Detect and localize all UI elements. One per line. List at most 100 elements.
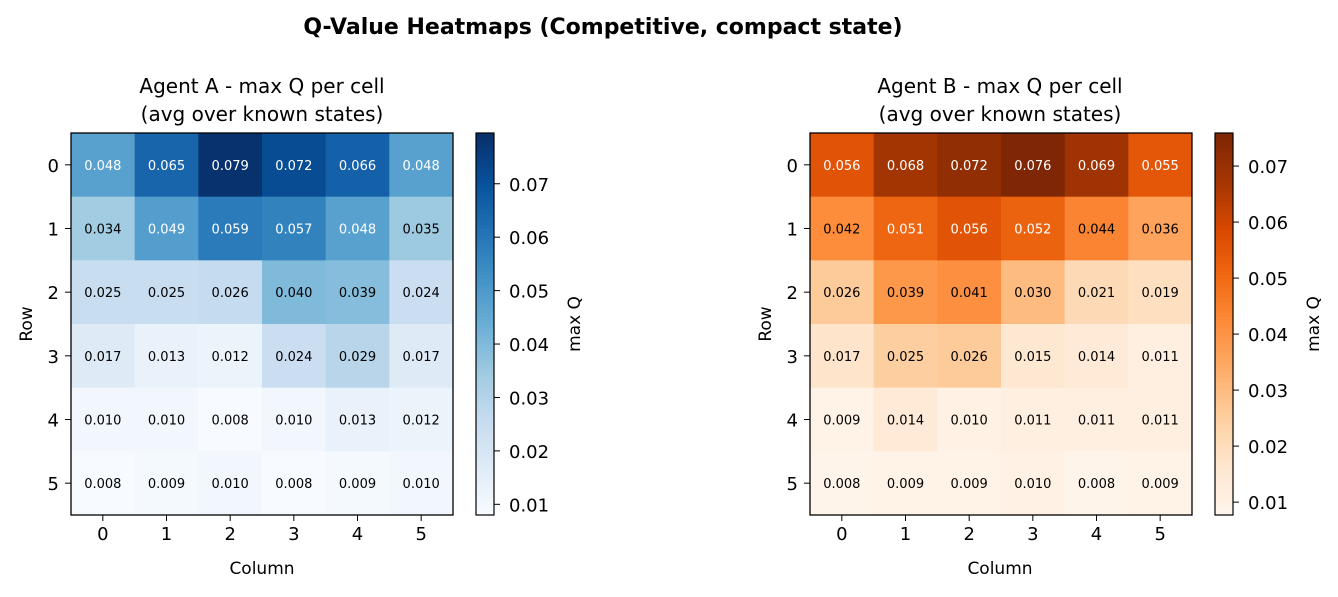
colorbar-segment [1215,369,1233,375]
heatmap-cell [389,133,454,198]
colorbar-tick-label: 0.04 [1248,325,1288,346]
colorbar-segment [476,346,494,352]
colorbar-segment [1215,411,1233,417]
cell-value-label: 0.013 [148,350,185,365]
heatmap-cell [71,196,136,261]
colorbar-tick-label: 0.04 [509,335,549,356]
colorbar-frame [1214,132,1234,516]
colorbar-segment [476,476,494,482]
heatmap-cell [325,260,390,325]
heatmap-cell [937,133,1002,198]
y-tick-label: 4 [48,411,59,432]
colorbar-segment [476,434,494,440]
colorbar-segment [476,392,494,398]
chart-title-line2: (avg over known states) [879,102,1122,126]
cell-value-label: 0.079 [212,159,249,174]
colorbar-segment [476,415,494,421]
cell-value-label: 0.048 [84,159,121,174]
colorbar-segment [1215,243,1233,249]
colorbar-segment [1215,400,1233,405]
chart-title-line1: Agent B - max Q per cell [877,74,1122,98]
colorbar-segment [476,182,494,188]
colorbar-segment [1215,495,1233,501]
colorbar-segment [1215,236,1233,241]
colorbar-segment [476,450,494,455]
colorbar-segment [476,396,494,401]
cell-value-label: 0.042 [823,223,860,238]
cell-value-label: 0.009 [887,477,924,492]
colorbar-segment [1215,190,1233,195]
cell-value-label: 0.057 [275,223,312,238]
colorbar-segment [1215,503,1233,508]
heatmap-cell [262,451,327,516]
colorbar-segment [1215,476,1233,482]
cell-value-label: 0.024 [403,286,440,301]
heatmap-cell [389,451,454,516]
colorbar-segment [1215,217,1233,222]
colorbar-segment [1215,346,1233,352]
x-tick-label: 2 [963,524,974,545]
colorbar-segment [476,404,494,409]
cell-value-label: 0.010 [403,477,440,492]
heatmap-cell [937,387,1002,452]
colorbar-segment [1215,201,1233,207]
x-tick-label: 0 [836,524,847,545]
cell-value-label: 0.041 [951,286,988,301]
colorbar-segment [1215,262,1233,268]
colorbar-segment [476,324,494,329]
heatmap-cell [71,260,136,325]
colorbar-segment [1215,186,1233,191]
colorbar-tick-label: 0.02 [1248,437,1288,458]
heatmap-cell [134,387,199,452]
colorbar-segment [476,205,494,210]
colorbar-segment [476,213,494,218]
colorbar-segment [476,152,494,157]
cell-value-label: 0.048 [403,159,440,174]
y-tick-label: 1 [787,220,798,241]
cell-value-label: 0.008 [1078,477,1115,492]
cell-value-label: 0.055 [1142,159,1179,174]
colorbar-segment [1215,228,1233,233]
cell-value-label: 0.065 [148,159,185,174]
colorbar-segment [476,297,494,302]
colorbar-segment [1215,308,1233,314]
colorbar-segment [1215,247,1233,253]
heatmap-cell [1128,387,1193,452]
cell-value-label: 0.017 [823,350,860,365]
figure-suptitle: Q-Value Heatmaps (Competitive, compact s… [303,15,902,40]
cell-value-label: 0.069 [1078,159,1115,174]
colorbar-segment [476,274,494,279]
colorbar-segment [476,358,494,363]
colorbar-segment [1215,350,1233,356]
cell-value-label: 0.052 [1014,223,1051,238]
cell-value-label: 0.051 [887,223,924,238]
heatmap-cell [262,324,327,389]
colorbar-label: max Q [565,296,585,352]
colorbar-segment [1215,320,1233,325]
heatmap-agent-a: Agent A - max Q per cell (avg over known… [17,74,585,579]
colorbar-segment [476,243,494,249]
heatmap-cell [198,387,263,452]
x-tick-label: 0 [97,524,108,545]
colorbar-segment [1215,324,1233,329]
cell-value-label: 0.029 [339,350,376,365]
cell-value-label: 0.026 [951,350,988,365]
heatmap-cell [198,324,263,389]
colorbar-segment [1215,354,1233,359]
colorbar-tick-label: 0.01 [509,495,549,516]
colorbar-segment [476,186,494,191]
colorbar-segment [476,373,494,379]
y-tick-label: 2 [48,283,59,304]
colorbar-segment [1215,415,1233,421]
cell-value-label: 0.013 [339,414,376,429]
colorbar-segment [476,144,494,149]
heatmap-cell [389,196,454,261]
heatmap-cell [810,260,875,325]
chart-title-line2: (avg over known states) [141,102,384,126]
colorbar-frame [475,132,495,516]
colorbar-segment [1215,140,1233,146]
colorbar-segment [476,369,494,375]
x-axis-label: Column [229,559,294,579]
colorbar-segment [1215,442,1233,447]
colorbar-segment [476,335,494,340]
